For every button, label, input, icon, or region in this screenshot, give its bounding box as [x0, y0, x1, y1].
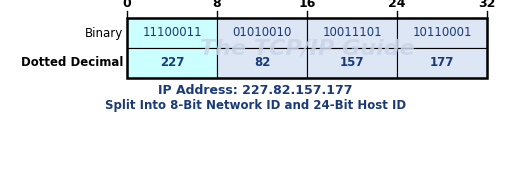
Text: 8: 8	[213, 0, 221, 10]
Text: 157: 157	[340, 57, 364, 69]
Bar	[217, 18, 307, 48]
Bar	[127, 48, 217, 78]
Text: 11100011: 11100011	[142, 26, 202, 39]
Text: 227: 227	[160, 57, 184, 69]
Text: 01010010: 01010010	[233, 26, 292, 39]
Text: 16: 16	[298, 0, 316, 10]
Bar	[397, 18, 487, 48]
Text: 10011101: 10011101	[322, 26, 382, 39]
Text: 177: 177	[430, 57, 454, 69]
Bar	[397, 48, 487, 78]
Text: 10110001: 10110001	[412, 26, 472, 39]
Text: 0: 0	[123, 0, 131, 10]
Bar	[307, 18, 397, 48]
Text: 32: 32	[478, 0, 496, 10]
Text: Split Into 8-Bit Network ID and 24-Bit Host ID: Split Into 8-Bit Network ID and 24-Bit H…	[105, 98, 406, 111]
Text: 82: 82	[254, 57, 270, 69]
Text: The TCP/IP Guide: The TCP/IP Guide	[200, 38, 414, 58]
Text: Binary: Binary	[85, 26, 123, 39]
Text: 24: 24	[388, 0, 406, 10]
Text: Dotted Decimal: Dotted Decimal	[20, 57, 123, 69]
Bar	[307, 48, 397, 78]
Bar	[127, 18, 217, 48]
Bar	[127, 18, 487, 78]
Text: IP Address: 227.82.157.177: IP Address: 227.82.157.177	[158, 84, 353, 96]
Bar	[217, 48, 307, 78]
